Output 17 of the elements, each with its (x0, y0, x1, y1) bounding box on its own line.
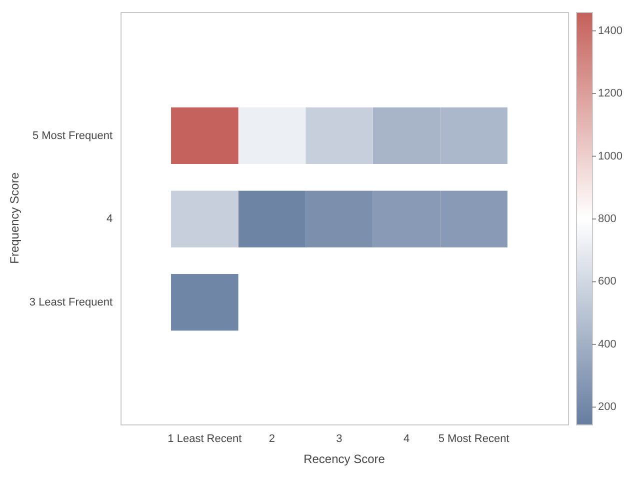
color-bar-label: 1200 (598, 88, 622, 100)
y-tick-label: 4 (106, 213, 113, 226)
x-tick-label: 4 (403, 433, 410, 446)
color-bar-label: 1400 (598, 24, 622, 37)
color-bar-label: 1000 (598, 150, 622, 162)
color-bar-label: 600 (598, 276, 616, 288)
y-axis-title: Frequency Score (8, 172, 22, 264)
y-tick-label: 3 Least Frequent (29, 296, 113, 308)
color-bar-label: 400 (598, 338, 616, 350)
x-axis-title: Recency Score (304, 452, 386, 466)
color-bar-label: 800 (598, 213, 616, 226)
x-tick-label: 5 Most Recent (438, 433, 510, 446)
x-tick-label: 3 (336, 433, 342, 446)
x-tick-label: 2 (268, 433, 276, 446)
y-tick-label: 5 Most Frequent (32, 130, 113, 142)
x-tick-label: 1 Least Recent (168, 433, 242, 446)
color-bar-label: 200 (598, 401, 616, 414)
